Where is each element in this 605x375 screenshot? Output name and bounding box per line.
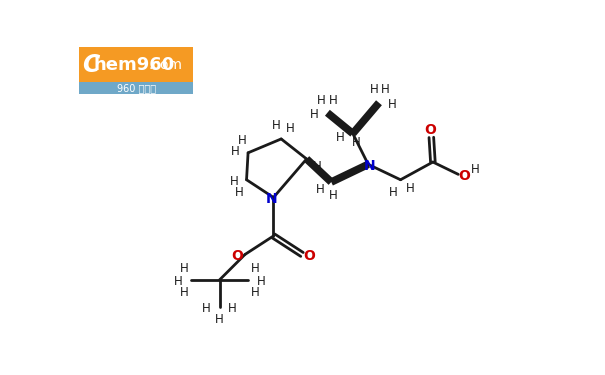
Text: H: H [235,186,243,199]
Text: hem960: hem960 [93,56,175,74]
Text: H: H [174,275,182,288]
Bar [79,47,194,82]
Bar [79,82,194,94]
Text: H: H [230,175,238,188]
Text: H: H [329,94,338,107]
Text: O: O [304,249,316,263]
Text: .com: .com [149,58,183,72]
Text: H: H [310,108,319,121]
Text: 960 化工网: 960 化工网 [117,83,156,93]
Text: H: H [231,145,240,158]
Text: H: H [405,183,414,195]
Text: N: N [364,159,376,173]
Text: O: O [424,123,436,138]
Text: H: H [286,122,295,135]
Text: O: O [459,169,470,183]
Text: H: H [228,302,237,315]
Text: H: H [180,262,189,275]
Text: H: H [381,83,390,96]
Text: H: H [388,186,397,199]
Text: H: H [336,131,345,144]
Text: N: N [266,192,278,206]
Text: H: H [313,160,322,173]
Text: C: C [82,53,100,76]
Text: H: H [180,286,189,298]
Text: H: H [272,119,281,132]
Text: H: H [215,313,224,326]
Text: H: H [250,262,260,275]
Text: H: H [238,134,246,147]
Text: H: H [370,83,379,96]
Text: H: H [388,98,396,111]
Text: H: H [329,189,337,202]
Text: H: H [202,302,211,315]
Text: H: H [316,183,325,196]
Text: H: H [471,163,480,176]
Text: H: H [250,286,260,298]
Text: H: H [317,94,325,107]
Text: H: H [352,136,361,149]
Text: H: H [257,275,266,288]
Text: O: O [231,249,243,263]
